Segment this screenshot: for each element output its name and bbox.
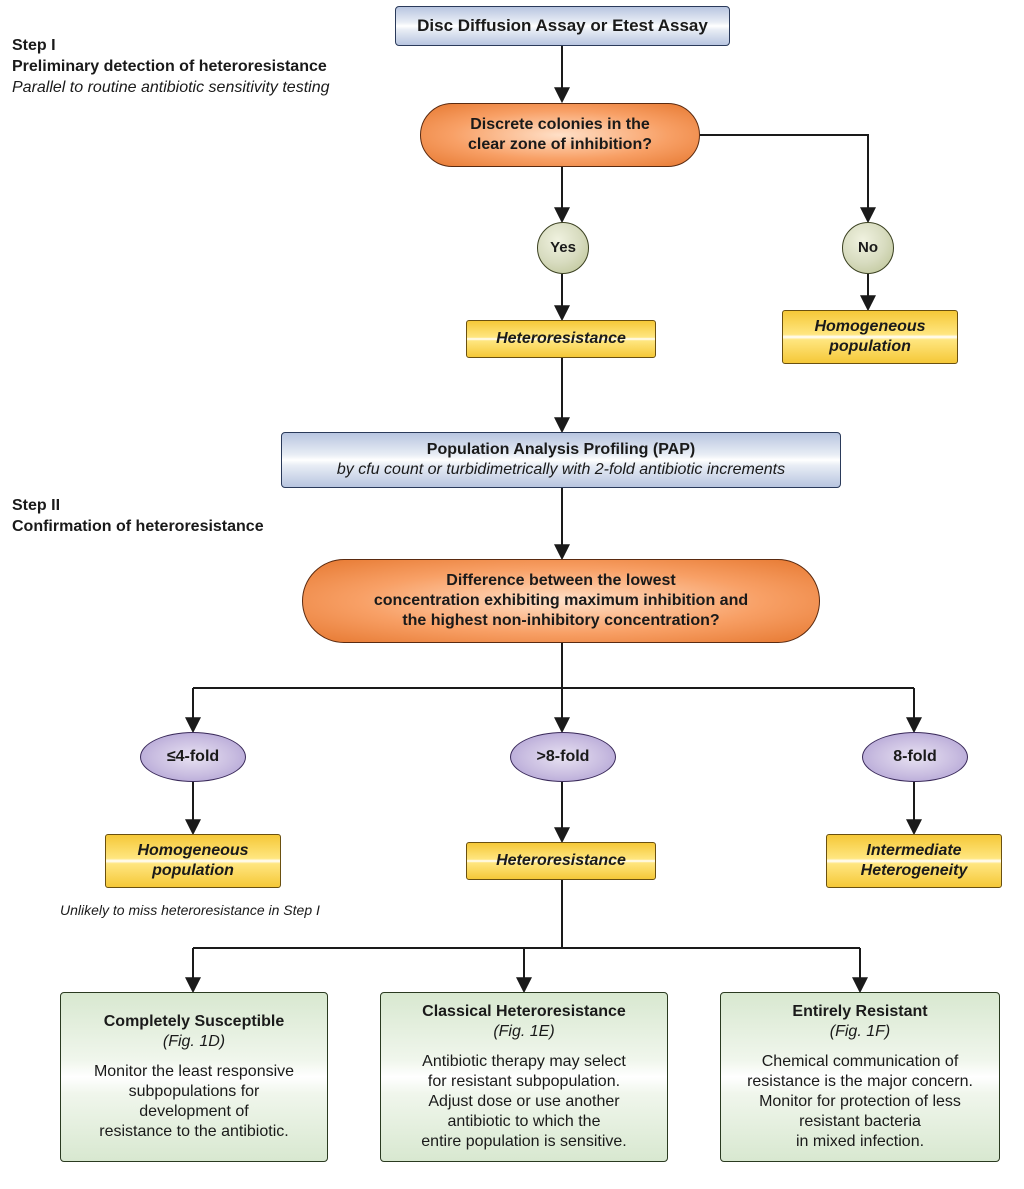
het1-text: Heteroresistance [496,329,626,349]
assay-box: Disc Diffusion Assay or Etest Assay [395,6,730,46]
pap-sub: by cfu count or turbidimetrically with 2… [337,460,785,480]
question-concentration: Difference between the lowest concentrat… [302,559,820,643]
homo2-text: Homogeneous population [137,841,248,881]
option-gt8fold: >8-fold [510,732,616,782]
card2-fig: (Fig. 1E) [493,1022,554,1042]
opt2-text: >8-fold [537,747,590,767]
homo1-text: Homogeneous population [814,317,925,357]
card1-body: Monitor the least responsive subpopulati… [94,1062,294,1142]
card-classical-heteroresistance: Classical Heteroresistance (Fig. 1E) Ant… [380,992,668,1162]
pap-box: Population Analysis Profiling (PAP) by c… [281,432,841,488]
q1-text: Discrete colonies in the clear zone of i… [468,115,652,155]
card2-title: Classical Heteroresistance [422,1002,626,1022]
unlikely-note: Unlikely to miss heteroresistance in Ste… [60,902,320,918]
question-colonies: Discrete colonies in the clear zone of i… [420,103,700,167]
assay-text: Disc Diffusion Assay or Etest Assay [417,15,708,36]
inter-text: Intermediate Heterogeneity [861,841,968,881]
step2-label: Step II Confirmation of heteroresistance [12,496,264,538]
intermediate-box: Intermediate Heterogeneity [826,834,1002,888]
card-entirely-resistant: Entirely Resistant (Fig. 1F) Chemical co… [720,992,1000,1162]
opt3-text: 8-fold [893,747,937,767]
step1-label: Step I Preliminary detection of heterore… [12,36,330,98]
opt1-text: ≤4-fold [167,747,219,767]
homogeneous-box-2: Homogeneous population [105,834,281,888]
homogeneous-box-1: Homogeneous population [782,310,958,364]
card1-fig: (Fig. 1D) [163,1032,225,1052]
pap-title: Population Analysis Profiling (PAP) [427,440,695,460]
het2-text: Heteroresistance [496,851,626,871]
yes-text: Yes [550,239,576,258]
card3-title: Entirely Resistant [792,1002,927,1022]
no-text: No [858,239,878,258]
q2-text: Difference between the lowest concentrat… [374,571,748,631]
yes-circle: Yes [537,222,589,274]
card1-title: Completely Susceptible [104,1012,285,1032]
heteroresistance-box-2: Heteroresistance [466,842,656,880]
card3-body: Chemical communication of resistance is … [747,1052,973,1152]
card2-body: Antibiotic therapy may select for resist… [421,1052,626,1152]
option-8fold: 8-fold [862,732,968,782]
card-completely-susceptible: Completely Susceptible (Fig. 1D) Monitor… [60,992,328,1162]
heteroresistance-box-1: Heteroresistance [466,320,656,358]
option-le4fold: ≤4-fold [140,732,246,782]
no-circle: No [842,222,894,274]
card3-fig: (Fig. 1F) [830,1022,890,1042]
